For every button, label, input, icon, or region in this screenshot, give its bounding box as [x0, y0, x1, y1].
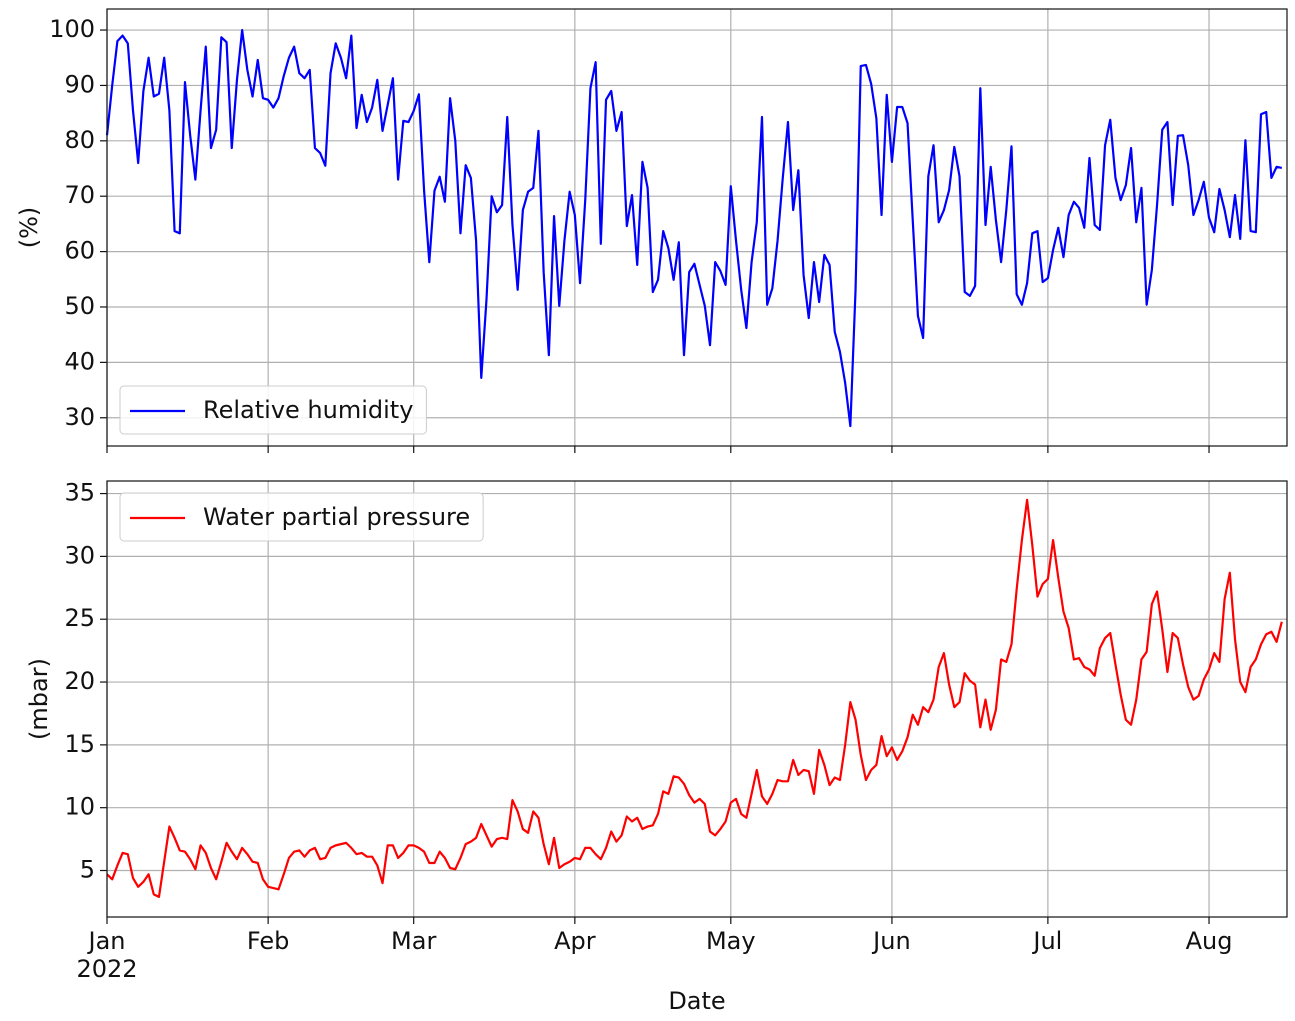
- x-tick-label: Feb: [247, 927, 290, 955]
- x-tick-label: Apr: [554, 927, 596, 955]
- x-tick-label: Aug: [1186, 927, 1233, 955]
- x-tick-label: Jun: [871, 927, 911, 955]
- x-tick-label: Mar: [391, 927, 436, 955]
- legend: Water partial pressure: [119, 492, 484, 542]
- y-tick-label: 60: [64, 237, 95, 265]
- plot-frame: [106, 8, 1288, 447]
- y-tick-label: 70: [64, 181, 95, 209]
- legend-label: Relative humidity: [203, 396, 413, 424]
- y-tick-label: 100: [49, 15, 95, 43]
- x-tick-label: Jul: [1031, 927, 1062, 955]
- y-tick-label: 5: [80, 856, 95, 884]
- y-tick-label: 80: [64, 126, 95, 154]
- data-line: [106, 498, 1283, 898]
- y-tick-label: 15: [64, 730, 95, 758]
- y-tick-label: 35: [64, 479, 95, 507]
- x-tick-label: May: [706, 927, 756, 955]
- y-axis-label: (mbar): [25, 658, 53, 740]
- y-tick-label: 90: [64, 70, 95, 98]
- plot-frame: [106, 480, 1288, 918]
- y-axis-label: (%): [15, 207, 43, 249]
- legend-label: Water partial pressure: [203, 503, 470, 531]
- y-tick-label: 50: [64, 292, 95, 320]
- legend: Relative humidity: [119, 385, 427, 435]
- x-tick-label: Jan 2022: [76, 927, 137, 983]
- x-axis-label: Date: [668, 987, 725, 1015]
- y-tick-label: 25: [64, 604, 95, 632]
- y-tick-label: 40: [64, 347, 95, 375]
- data-line: [105, 28, 1283, 428]
- y-tick-label: 20: [64, 667, 95, 695]
- y-tick-label: 10: [64, 793, 95, 821]
- legend-box: [119, 492, 484, 542]
- legend-box: [119, 385, 427, 435]
- y-tick-label: 30: [64, 403, 95, 431]
- y-tick-label: 30: [64, 541, 95, 569]
